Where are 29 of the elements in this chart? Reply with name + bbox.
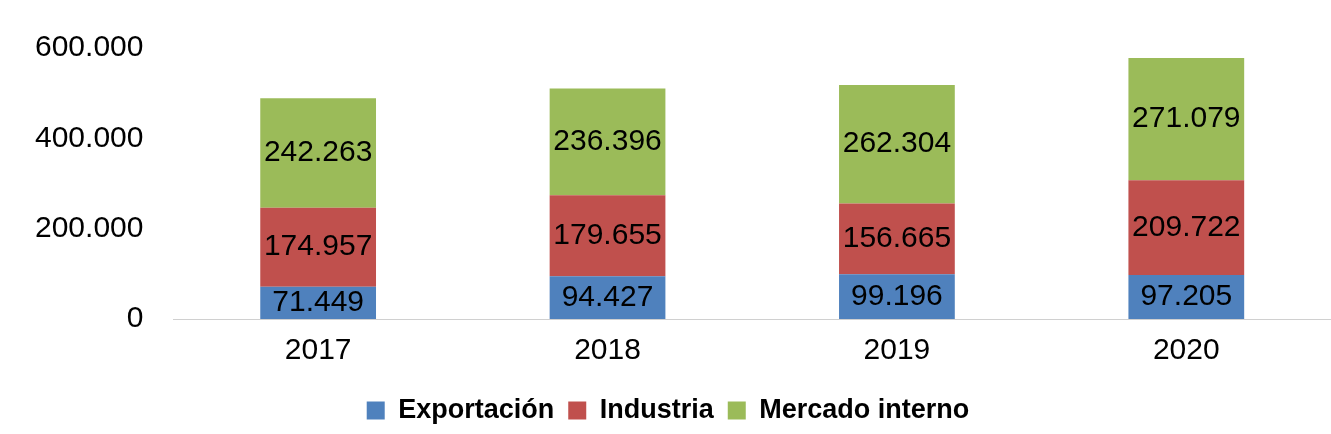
bar [1128,180,1245,276]
data-label: 99.196 [851,277,943,311]
data-label: 71.449 [272,284,365,318]
data-label: 156.665 [842,220,952,254]
data-label: 94.427 [561,278,654,312]
legend-label: Mercado interno [759,393,970,424]
y-tick-label: 0 [126,300,144,334]
data-label: 242.263 [263,134,373,168]
y-tick-label: 600.000 [34,29,144,63]
bar [839,84,955,204]
data-label: 209.722 [1132,209,1241,242]
bar [1128,57,1245,181]
data-label: 271.079 [1132,100,1241,134]
bar [260,207,377,287]
y-tick-label: 200.000 [34,209,144,243]
data-label: 97.205 [1140,278,1233,312]
legend-label: Industria [599,393,715,424]
data-label: 236.396 [553,123,662,157]
x-tick-label: 2020 [1152,332,1220,366]
legend-label: Exportación [398,393,555,424]
data-label: 262.304 [842,125,952,159]
x-tick-label: 2018 [574,332,641,366]
x-tick-label: 2019 [863,332,931,366]
data-label: 174.957 [263,228,373,262]
data-label: 179.655 [553,217,662,251]
x-tick-label: 2017 [284,332,352,366]
bar [260,98,377,208]
y-tick-label: 400.000 [34,119,144,153]
bar [549,88,666,196]
